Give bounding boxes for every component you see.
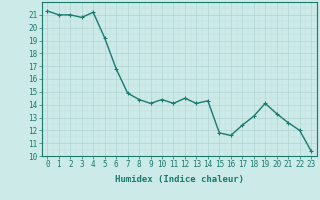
X-axis label: Humidex (Indice chaleur): Humidex (Indice chaleur): [115, 175, 244, 184]
